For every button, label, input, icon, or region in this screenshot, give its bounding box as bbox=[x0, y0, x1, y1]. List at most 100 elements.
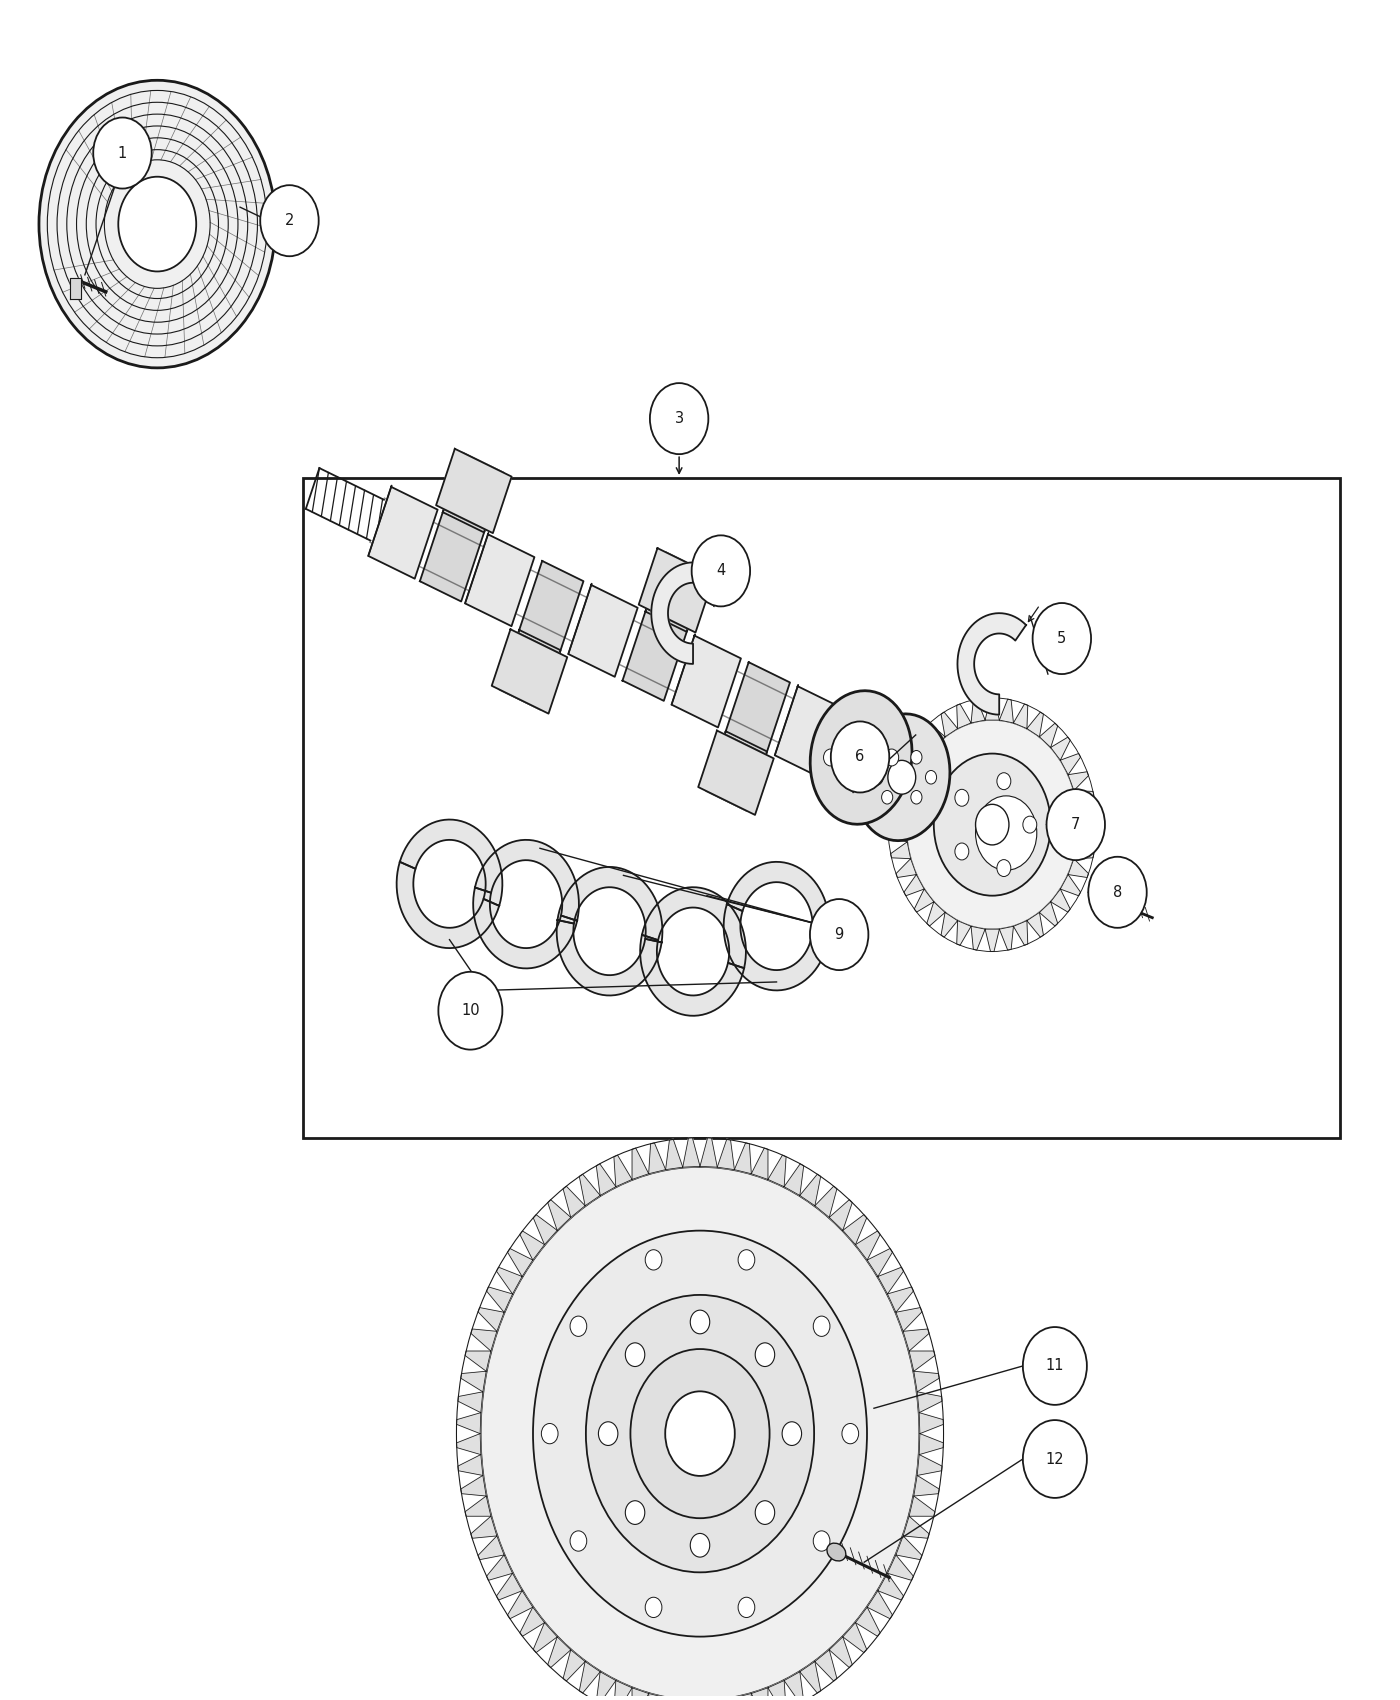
Circle shape bbox=[570, 1316, 587, 1336]
Circle shape bbox=[823, 750, 837, 767]
Circle shape bbox=[955, 789, 969, 806]
Polygon shape bbox=[956, 704, 972, 729]
Polygon shape bbox=[596, 1671, 616, 1700]
Polygon shape bbox=[683, 1137, 700, 1168]
Circle shape bbox=[813, 1316, 830, 1336]
Polygon shape bbox=[769, 1154, 785, 1187]
Polygon shape bbox=[465, 1352, 491, 1372]
Polygon shape bbox=[1039, 722, 1058, 748]
Polygon shape bbox=[400, 819, 503, 906]
Circle shape bbox=[645, 1598, 662, 1617]
Polygon shape bbox=[500, 631, 560, 711]
Circle shape bbox=[570, 1532, 587, 1550]
Polygon shape bbox=[914, 1372, 939, 1392]
Polygon shape bbox=[70, 279, 81, 299]
Polygon shape bbox=[623, 609, 687, 700]
Polygon shape bbox=[920, 1433, 944, 1455]
Polygon shape bbox=[903, 1516, 930, 1538]
Polygon shape bbox=[896, 1307, 923, 1331]
Polygon shape bbox=[927, 901, 945, 926]
Polygon shape bbox=[799, 1175, 820, 1205]
Circle shape bbox=[869, 729, 883, 746]
Circle shape bbox=[665, 1391, 735, 1476]
Polygon shape bbox=[665, 1139, 683, 1170]
Circle shape bbox=[118, 177, 196, 272]
Polygon shape bbox=[563, 1651, 585, 1681]
Circle shape bbox=[976, 796, 1037, 870]
Polygon shape bbox=[518, 561, 584, 653]
Circle shape bbox=[542, 1423, 559, 1443]
Polygon shape bbox=[368, 486, 438, 578]
Text: 11: 11 bbox=[1046, 1358, 1064, 1374]
Polygon shape bbox=[896, 1535, 923, 1559]
Circle shape bbox=[885, 750, 899, 767]
Circle shape bbox=[1023, 1328, 1086, 1404]
Circle shape bbox=[1088, 857, 1147, 928]
Circle shape bbox=[533, 1231, 867, 1637]
Polygon shape bbox=[568, 585, 637, 677]
Circle shape bbox=[692, 536, 750, 607]
Polygon shape bbox=[596, 1164, 616, 1195]
Polygon shape bbox=[909, 1352, 935, 1372]
Polygon shape bbox=[580, 1661, 601, 1693]
Ellipse shape bbox=[827, 1544, 846, 1561]
Polygon shape bbox=[888, 1287, 913, 1312]
Polygon shape bbox=[1078, 808, 1096, 824]
Polygon shape bbox=[843, 1216, 867, 1244]
Circle shape bbox=[260, 185, 319, 257]
Circle shape bbox=[888, 760, 916, 794]
Circle shape bbox=[911, 790, 923, 804]
Circle shape bbox=[39, 80, 276, 367]
Polygon shape bbox=[1078, 824, 1096, 842]
Text: 6: 6 bbox=[855, 750, 865, 765]
Polygon shape bbox=[843, 1622, 867, 1652]
Polygon shape bbox=[477, 1307, 504, 1331]
Polygon shape bbox=[799, 1661, 820, 1693]
Polygon shape bbox=[855, 1606, 881, 1637]
Polygon shape bbox=[1050, 738, 1070, 760]
Polygon shape bbox=[547, 1200, 571, 1231]
Polygon shape bbox=[956, 921, 972, 945]
Circle shape bbox=[867, 770, 878, 784]
Bar bbox=[304, 478, 1340, 1137]
Polygon shape bbox=[1014, 921, 1028, 945]
Circle shape bbox=[1023, 1420, 1086, 1498]
Polygon shape bbox=[435, 449, 511, 534]
Circle shape bbox=[997, 860, 1011, 877]
Polygon shape bbox=[477, 1535, 504, 1559]
Text: 5: 5 bbox=[1057, 631, 1067, 646]
Polygon shape bbox=[784, 1671, 804, 1700]
Circle shape bbox=[1047, 789, 1105, 860]
Polygon shape bbox=[1068, 858, 1089, 877]
Polygon shape bbox=[700, 1137, 717, 1168]
Polygon shape bbox=[769, 1681, 785, 1700]
Polygon shape bbox=[508, 1248, 533, 1277]
Polygon shape bbox=[557, 920, 662, 996]
Polygon shape bbox=[890, 842, 910, 858]
Circle shape bbox=[94, 117, 151, 189]
Circle shape bbox=[1033, 604, 1091, 675]
Polygon shape bbox=[640, 935, 745, 1017]
Polygon shape bbox=[903, 1329, 930, 1352]
Circle shape bbox=[438, 972, 503, 1049]
Polygon shape bbox=[784, 1164, 804, 1195]
Polygon shape bbox=[1060, 874, 1081, 896]
Polygon shape bbox=[508, 1591, 533, 1618]
Polygon shape bbox=[519, 1231, 545, 1260]
Polygon shape bbox=[914, 889, 934, 913]
Circle shape bbox=[976, 804, 1009, 845]
Polygon shape bbox=[648, 1142, 665, 1173]
Circle shape bbox=[811, 899, 868, 971]
Circle shape bbox=[585, 1295, 815, 1573]
Polygon shape bbox=[638, 547, 714, 632]
Circle shape bbox=[841, 1423, 858, 1443]
Circle shape bbox=[1023, 816, 1037, 833]
Polygon shape bbox=[904, 874, 924, 896]
Polygon shape bbox=[867, 1591, 892, 1618]
Circle shape bbox=[934, 753, 1050, 896]
Polygon shape bbox=[1039, 901, 1058, 926]
Circle shape bbox=[630, 1350, 770, 1518]
Polygon shape bbox=[699, 731, 774, 814]
Polygon shape bbox=[896, 858, 917, 877]
Polygon shape bbox=[491, 629, 567, 714]
